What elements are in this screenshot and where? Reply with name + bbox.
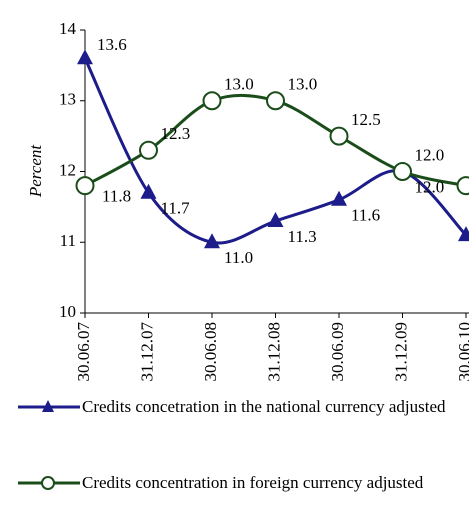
data-label: 11.0 (224, 248, 253, 267)
x-tick-label: 30.06.07 (74, 322, 93, 382)
marker (75, 176, 95, 196)
x-tick-label: 31.12.09 (391, 322, 410, 382)
y-tick-label: 10 (59, 302, 76, 321)
marker (139, 140, 158, 160)
x-tick-label: 30.06.10 (455, 322, 469, 382)
marker (458, 226, 469, 242)
marker (266, 91, 285, 111)
legend-marker (42, 400, 54, 412)
y-tick-label: 12 (59, 160, 76, 179)
data-label: 11.3 (288, 227, 317, 246)
data-label: 12.0 (415, 145, 445, 164)
marker (204, 233, 220, 249)
x-tick-label: 31.12.08 (264, 322, 283, 382)
data-label: 11.8 (102, 187, 131, 206)
legend-marker (41, 476, 55, 490)
marker (267, 212, 284, 228)
marker (77, 49, 93, 65)
data-label: 13.0 (288, 75, 318, 94)
legend-label: Credits concentration in foreign currenc… (82, 473, 424, 492)
marker (456, 176, 469, 196)
marker (329, 126, 349, 146)
data-label: 11.6 (351, 206, 380, 225)
y-tick-label: 13 (59, 90, 76, 109)
x-tick-label: 31.12.07 (137, 322, 156, 382)
data-label: 13.6 (97, 35, 127, 54)
marker (140, 183, 157, 199)
x-tick-label: 30.06.09 (328, 322, 347, 382)
y-axis-label: Percent (26, 144, 45, 199)
data-label: 12.0 (415, 177, 445, 196)
marker (393, 162, 412, 181)
data-label: 11.7 (161, 199, 191, 218)
x-tick-label: 30.06.08 (201, 322, 220, 382)
marker (331, 190, 347, 206)
marker (202, 91, 222, 111)
y-tick-label: 14 (59, 19, 77, 38)
y-tick-label: 11 (60, 231, 76, 250)
data-label: 13.0 (224, 75, 254, 94)
data-label: 12.5 (351, 110, 381, 129)
data-label: 12.3 (161, 124, 191, 143)
legend-label: Credits concetration in the national cur… (82, 397, 446, 416)
